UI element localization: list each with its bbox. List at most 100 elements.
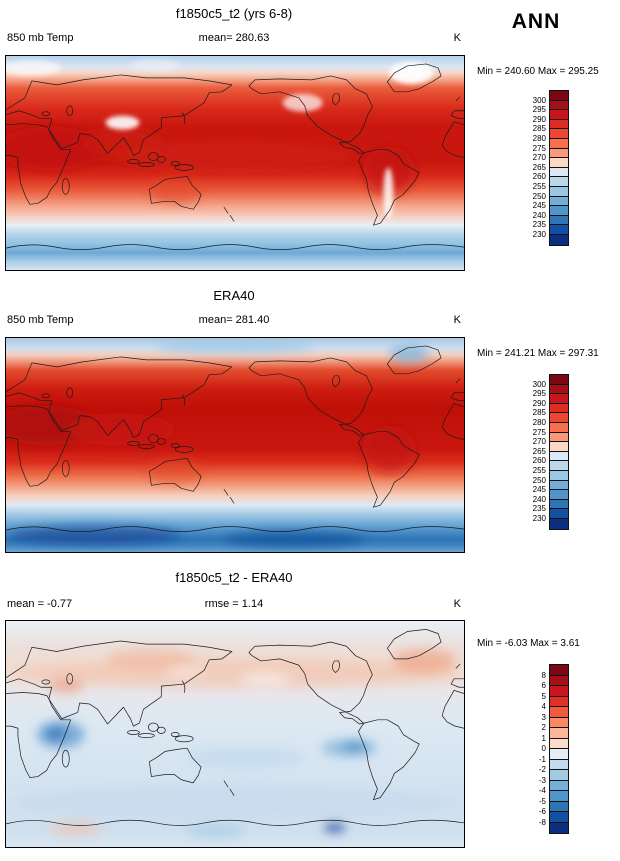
colorbar-box	[550, 206, 568, 216]
colorbar-box	[550, 822, 568, 833]
season-label: ANN	[511, 10, 561, 33]
colorbar-tick-label: 3	[541, 712, 546, 722]
colorbar-box	[550, 394, 568, 404]
colorbar-box	[550, 119, 568, 130]
colorbar-tick-label: -3	[538, 775, 546, 785]
colorbar-tick-label: 230	[532, 514, 546, 523]
colorbar-tick-label: 230	[532, 230, 546, 239]
colorbar-box	[550, 375, 568, 385]
colorbar-box	[550, 138, 568, 149]
colorbar-tick-label: 260	[532, 456, 546, 466]
colorbar-tick-label: 290	[532, 114, 546, 124]
units-label: K	[453, 314, 461, 326]
panel-title: f1850c5_t2 (yrs 6-8)	[175, 6, 293, 21]
colorbar-tick-label: 2	[541, 723, 546, 732]
colorbar-stack	[549, 90, 569, 246]
colorbar-box	[550, 801, 568, 812]
colorbar-tick-label: 240	[532, 494, 546, 504]
colorbar-tick-label: -2	[538, 765, 546, 774]
panel-title: f1850c5_t2 - ERA40	[175, 570, 293, 585]
colorbar-box	[550, 422, 568, 433]
colorbar-box	[550, 129, 568, 139]
rmse-label: rmse = 1.14	[204, 598, 264, 610]
map-difference	[5, 620, 465, 848]
colorbar-box	[550, 461, 568, 471]
colorbar-tick-label: 235	[532, 220, 546, 230]
colorbar-box	[550, 791, 568, 802]
colorbar-box	[550, 812, 568, 823]
map-reference	[5, 337, 465, 553]
panel-subhead: 850 mb Temp mean= 281.40 K	[5, 314, 463, 328]
colorbar-tick-label: 250	[532, 191, 546, 201]
colorbar-tick-label: 280	[532, 134, 546, 143]
colorbar-tick-label: 300	[532, 379, 546, 389]
colorbar-tick-label: 235	[532, 504, 546, 514]
colorbar-tick-label: 0	[541, 744, 546, 753]
colorbar-temperature: 300 295 290 285 280 275 270 265 260 255 250 245 240 2…	[521, 374, 569, 530]
colorbar-tick-label: 290	[532, 398, 546, 408]
colorbar-tick-label: 255	[532, 182, 546, 191]
variable-label: 850 mb Temp	[7, 32, 74, 44]
colorbar-box	[550, 499, 568, 510]
colorbar-tick-label: 1	[541, 733, 546, 743]
colorbar-box	[550, 234, 568, 245]
colorbar-tick-label: -6	[538, 807, 546, 816]
colorbar-tick-label: 255	[532, 466, 546, 475]
colorbar-box	[550, 442, 568, 452]
map-model-svg	[6, 56, 464, 270]
colorbar-box	[550, 148, 568, 159]
colorbar-tick-label: 8	[541, 670, 546, 680]
minmax-label: Min = 241.21 Max = 297.31	[477, 348, 599, 359]
colorbar-box	[550, 384, 568, 395]
colorbar-box	[550, 451, 568, 462]
colorbar-box	[550, 177, 568, 187]
colorbar-tick-label: 260	[532, 172, 546, 182]
colorbar-tick-label: 275	[532, 427, 546, 437]
colorbar-tick-label: 280	[532, 418, 546, 427]
colorbar-box	[550, 749, 568, 760]
colorbar-box	[550, 780, 568, 791]
mean-label: mean= 280.63	[198, 32, 270, 44]
colorbar-box	[550, 186, 568, 197]
minmax-label: Min = 240.60 Max = 295.25	[477, 66, 599, 77]
colorbar-tick-label: 5	[541, 691, 546, 701]
colorbar-box	[550, 675, 568, 686]
panel-reference: ERA40 850 mb Temp mean= 281.40 K	[0, 288, 620, 570]
map-model	[5, 55, 465, 271]
panel-difference: f1850c5_t2 - ERA40 mean = -0.77 rmse = 1…	[0, 570, 620, 861]
mean-label: mean = -0.77	[7, 598, 73, 610]
colorbar-box	[550, 215, 568, 226]
colorbar-box	[550, 480, 568, 491]
panel-subhead: mean = -0.77 rmse = 1.14 K	[5, 598, 463, 612]
colorbar-tick-label: 4	[541, 702, 546, 711]
colorbar-tick-label: 285	[532, 408, 546, 418]
colorbar-tick-label: 250	[532, 475, 546, 485]
colorbar-tick-label: 245	[532, 201, 546, 211]
panel-title: ERA40	[213, 288, 255, 303]
colorbar-box	[550, 470, 568, 481]
colorbar-box	[550, 158, 568, 168]
map-difference-svg	[6, 621, 464, 847]
colorbar-box	[550, 167, 568, 178]
colorbar-box	[550, 91, 568, 101]
units-label: K	[453, 32, 461, 44]
colorbar-tick-label: 240	[532, 210, 546, 220]
colorbar-box	[550, 432, 568, 443]
colorbar-temperature: 300 295 290 285 280 275 270 265 260 255 250 245 240 2…	[521, 90, 569, 246]
minmax-label: Min = -6.03 Max = 3.61	[477, 638, 580, 649]
colorbar-box	[550, 403, 568, 414]
colorbar-tick-label: 265	[532, 162, 546, 172]
colorbar-box	[550, 696, 568, 707]
colorbar-tick-label: 265	[532, 446, 546, 456]
map-reference-svg	[6, 338, 464, 552]
variable-label: 850 mb Temp	[7, 314, 74, 326]
colorbar-difference: 8 6 5 4 3 2 1 0 -1 -2 -3 -4 -5 -6 -8	[521, 664, 569, 834]
panel-model: f1850c5_t2 (yrs 6-8) 850 mb Temp mean= 2…	[0, 6, 620, 288]
colorbar-box	[550, 490, 568, 500]
colorbar-tick-label: -1	[538, 754, 546, 764]
colorbar-tick-label: 245	[532, 485, 546, 495]
colorbar-tick-label: 270	[532, 437, 546, 447]
colorbar-tick-label: -4	[538, 786, 546, 795]
colorbar-stack	[549, 664, 569, 834]
